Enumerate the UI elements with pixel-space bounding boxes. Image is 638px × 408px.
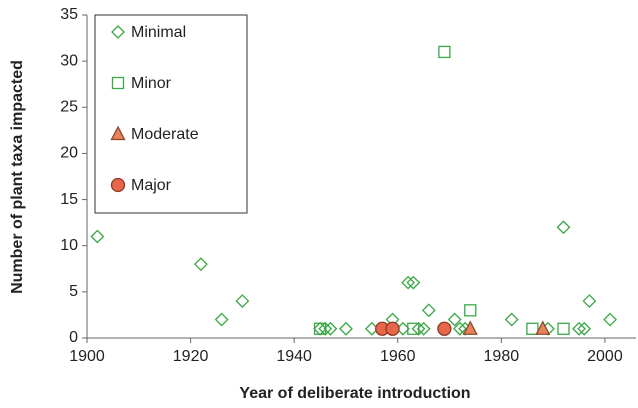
x-tick-label: 1960: [380, 348, 416, 365]
diamond-marker: [401, 275, 416, 290]
legend-label: Major: [131, 177, 172, 194]
y-axis-title: Number of plant taxa impacted: [9, 60, 26, 294]
diamond-marker: [572, 321, 586, 336]
legend-label: Minor: [131, 75, 172, 92]
x-tick-label: 2000: [587, 348, 623, 365]
x-tick-label: 1980: [484, 348, 520, 365]
triangle-marker: [462, 320, 478, 335]
diamond-marker: [323, 321, 338, 336]
circle-marker: [437, 321, 452, 336]
diamond-marker: [406, 275, 421, 290]
y-tick-label: 5: [69, 283, 78, 300]
legend-label: Minimal: [131, 24, 186, 41]
diamond-marker: [582, 294, 597, 309]
x-tick-label: 1920: [173, 348, 209, 365]
square-marker: [438, 45, 451, 59]
y-tick-label: 20: [60, 145, 78, 162]
circle-marker: [110, 177, 126, 193]
diamond-marker: [339, 321, 353, 336]
square-marker: [111, 76, 125, 90]
diamond-marker: [447, 312, 462, 327]
diamond-marker: [416, 321, 431, 336]
diamond-marker: [111, 25, 125, 39]
triangle-marker: [110, 125, 126, 141]
square-marker: [464, 304, 477, 317]
x-tick-label: 1940: [276, 348, 312, 365]
diamond-marker: [90, 229, 105, 244]
square-marker: [313, 322, 327, 335]
x-axis-title: Year of deliberate introduction: [239, 385, 470, 402]
y-tick-label: 10: [60, 237, 78, 254]
square-marker: [557, 322, 570, 335]
diamond-marker: [577, 321, 592, 336]
y-tick-label: 15: [60, 191, 78, 208]
diamond-marker: [421, 303, 436, 318]
y-tick-label: 0: [69, 329, 78, 346]
square-marker: [407, 322, 420, 335]
triangle-marker: [535, 320, 551, 335]
y-tick-label: 35: [60, 6, 78, 23]
diamond-marker: [452, 321, 467, 336]
diamond-marker: [603, 312, 618, 327]
legend-box: [94, 14, 248, 214]
diamond-marker: [235, 294, 250, 309]
diamond-marker: [194, 257, 208, 272]
y-tick-label: 25: [60, 99, 78, 116]
y-tick-label: 30: [60, 52, 78, 69]
diamond-marker: [504, 312, 519, 327]
circle-marker: [385, 321, 400, 336]
diamond-marker: [214, 312, 229, 327]
legend-label: Moderate: [131, 126, 199, 143]
square-marker: [526, 322, 539, 335]
diamond-marker: [556, 220, 571, 235]
x-tick-label: 1900: [69, 348, 105, 365]
